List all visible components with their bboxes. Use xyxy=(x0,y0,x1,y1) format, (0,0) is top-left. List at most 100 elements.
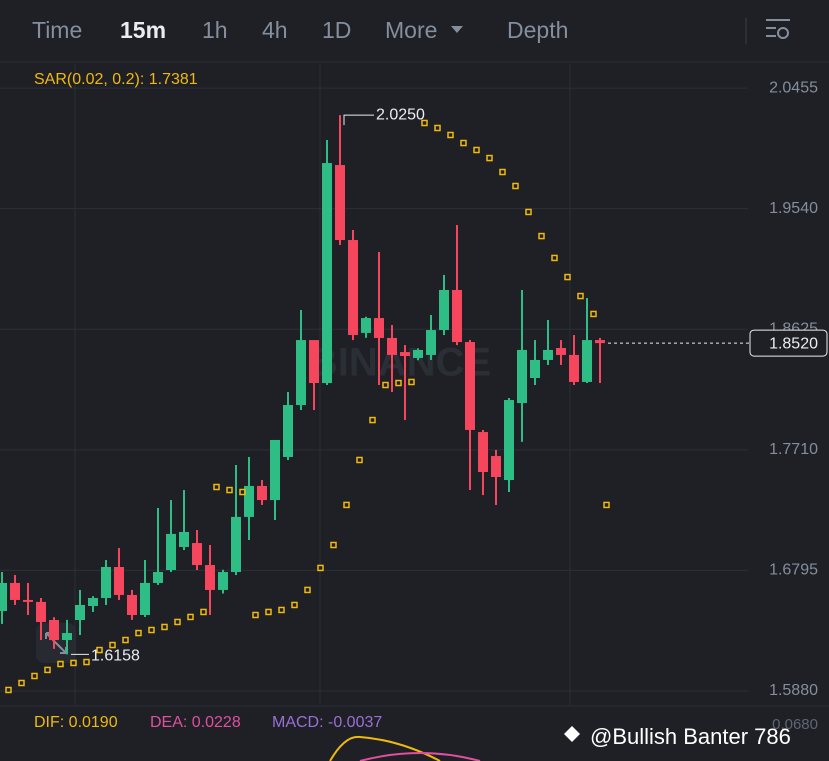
candle-body xyxy=(569,354,579,382)
candle-body xyxy=(400,352,410,357)
candle-body xyxy=(491,456,501,477)
candle-body xyxy=(257,485,267,501)
sar-dot xyxy=(187,613,194,621)
sar-dot xyxy=(213,483,220,491)
sar-dot xyxy=(291,601,298,609)
sar-dot xyxy=(304,586,311,594)
sar-dot xyxy=(538,232,545,240)
candle-body xyxy=(101,567,111,598)
y-tick-label: 1.5880 xyxy=(769,682,818,699)
sar-dot xyxy=(18,679,25,687)
last-price-box xyxy=(749,329,828,357)
high-marker xyxy=(343,114,374,126)
sar-dot xyxy=(31,672,38,680)
candle-body xyxy=(465,342,475,430)
candle-body xyxy=(426,330,436,355)
candle-body xyxy=(595,340,605,344)
sar-dot xyxy=(278,606,285,614)
sar-dot xyxy=(525,208,532,216)
candle-body xyxy=(218,572,228,590)
candle-body xyxy=(387,337,397,355)
y-tick-label: 1.6795 xyxy=(769,562,818,579)
candle-body xyxy=(153,572,163,583)
indicator-label: SAR(0.02, 0.2): 1.7381 xyxy=(34,71,198,88)
sar-dot xyxy=(226,486,233,494)
candle-body xyxy=(270,439,280,501)
sar-dot xyxy=(577,292,584,300)
candle-body xyxy=(556,347,566,355)
sar-dot xyxy=(109,641,116,649)
sar-dot xyxy=(486,154,493,162)
sar-dot xyxy=(200,608,207,616)
sar-dot xyxy=(57,660,64,668)
sar-dot xyxy=(343,501,350,509)
candle-body xyxy=(140,582,150,615)
candle-body xyxy=(192,543,202,566)
settings-icon[interactable] xyxy=(766,19,790,39)
candle-body xyxy=(543,349,553,360)
sar-dot xyxy=(512,182,519,190)
candle-body xyxy=(205,565,215,590)
candle-body xyxy=(361,318,371,333)
candle-body xyxy=(75,604,85,620)
watermark: BINANCE xyxy=(309,341,491,385)
sar-dot xyxy=(499,168,506,176)
sar-dot xyxy=(369,416,376,424)
macd-axis-label: 0.0680 xyxy=(772,716,818,733)
candle-body xyxy=(478,432,488,472)
candle-body xyxy=(283,405,293,457)
sar-dot xyxy=(473,146,480,154)
sar-dot xyxy=(421,119,428,127)
vertical-grid xyxy=(74,64,571,705)
dif-curve xyxy=(329,735,441,761)
candle-body xyxy=(348,240,358,336)
sar-dot xyxy=(408,378,415,386)
toolbar-tab[interactable]: 15m xyxy=(120,17,166,43)
candle-body xyxy=(413,349,423,358)
candle-body xyxy=(309,340,319,384)
candle-body xyxy=(244,485,254,517)
low-label: 1.6158 xyxy=(91,648,140,665)
candle-body xyxy=(62,633,72,641)
credit-text: @Bullish Banter 786 xyxy=(590,724,791,749)
y-tick-label: 1.9540 xyxy=(769,200,818,217)
candle-body xyxy=(439,289,449,331)
last-price-label: 1.8520 xyxy=(769,335,818,352)
toolbar-tab[interactable]: 1h xyxy=(202,17,228,43)
sar-dot xyxy=(317,564,324,572)
candle-body xyxy=(530,359,540,379)
sar-dot xyxy=(5,686,12,694)
candle-body xyxy=(517,349,527,404)
sar-dot xyxy=(148,626,155,634)
dea-curve xyxy=(359,752,481,761)
candle-body xyxy=(36,601,46,622)
candle-body xyxy=(582,340,592,382)
toolbar-tab[interactable]: 4h xyxy=(262,17,288,43)
sar-dot xyxy=(382,381,389,389)
sar-dot xyxy=(603,501,610,509)
toolbar-tab[interactable]: 1D xyxy=(322,17,351,43)
dropdown-caret xyxy=(451,26,463,33)
sar-dot xyxy=(356,456,363,464)
sar-dot xyxy=(135,629,142,637)
macd-dif: DIF: 0.0190 xyxy=(34,714,118,731)
y-tick-label: 1.7710 xyxy=(769,441,818,458)
candle-body xyxy=(114,567,124,595)
candle-body xyxy=(231,516,241,573)
toolbar-tab[interactable]: More xyxy=(385,17,437,43)
sar-dot xyxy=(44,666,51,674)
candle-body xyxy=(374,318,384,338)
toolbar-tab[interactable]: Depth xyxy=(507,17,568,43)
sar-dot xyxy=(447,131,454,139)
sar-dot xyxy=(434,124,441,132)
candle-body xyxy=(49,619,59,641)
candle-body xyxy=(179,531,189,547)
candle-body xyxy=(10,582,20,600)
sar-dot xyxy=(395,379,402,387)
macd-dea: DEA: 0.0228 xyxy=(150,714,241,731)
sar-dot xyxy=(122,636,129,644)
y-tick-label: 2.0455 xyxy=(769,79,818,96)
candle-body xyxy=(127,594,137,615)
toolbar-tab[interactable]: Time xyxy=(32,17,82,43)
